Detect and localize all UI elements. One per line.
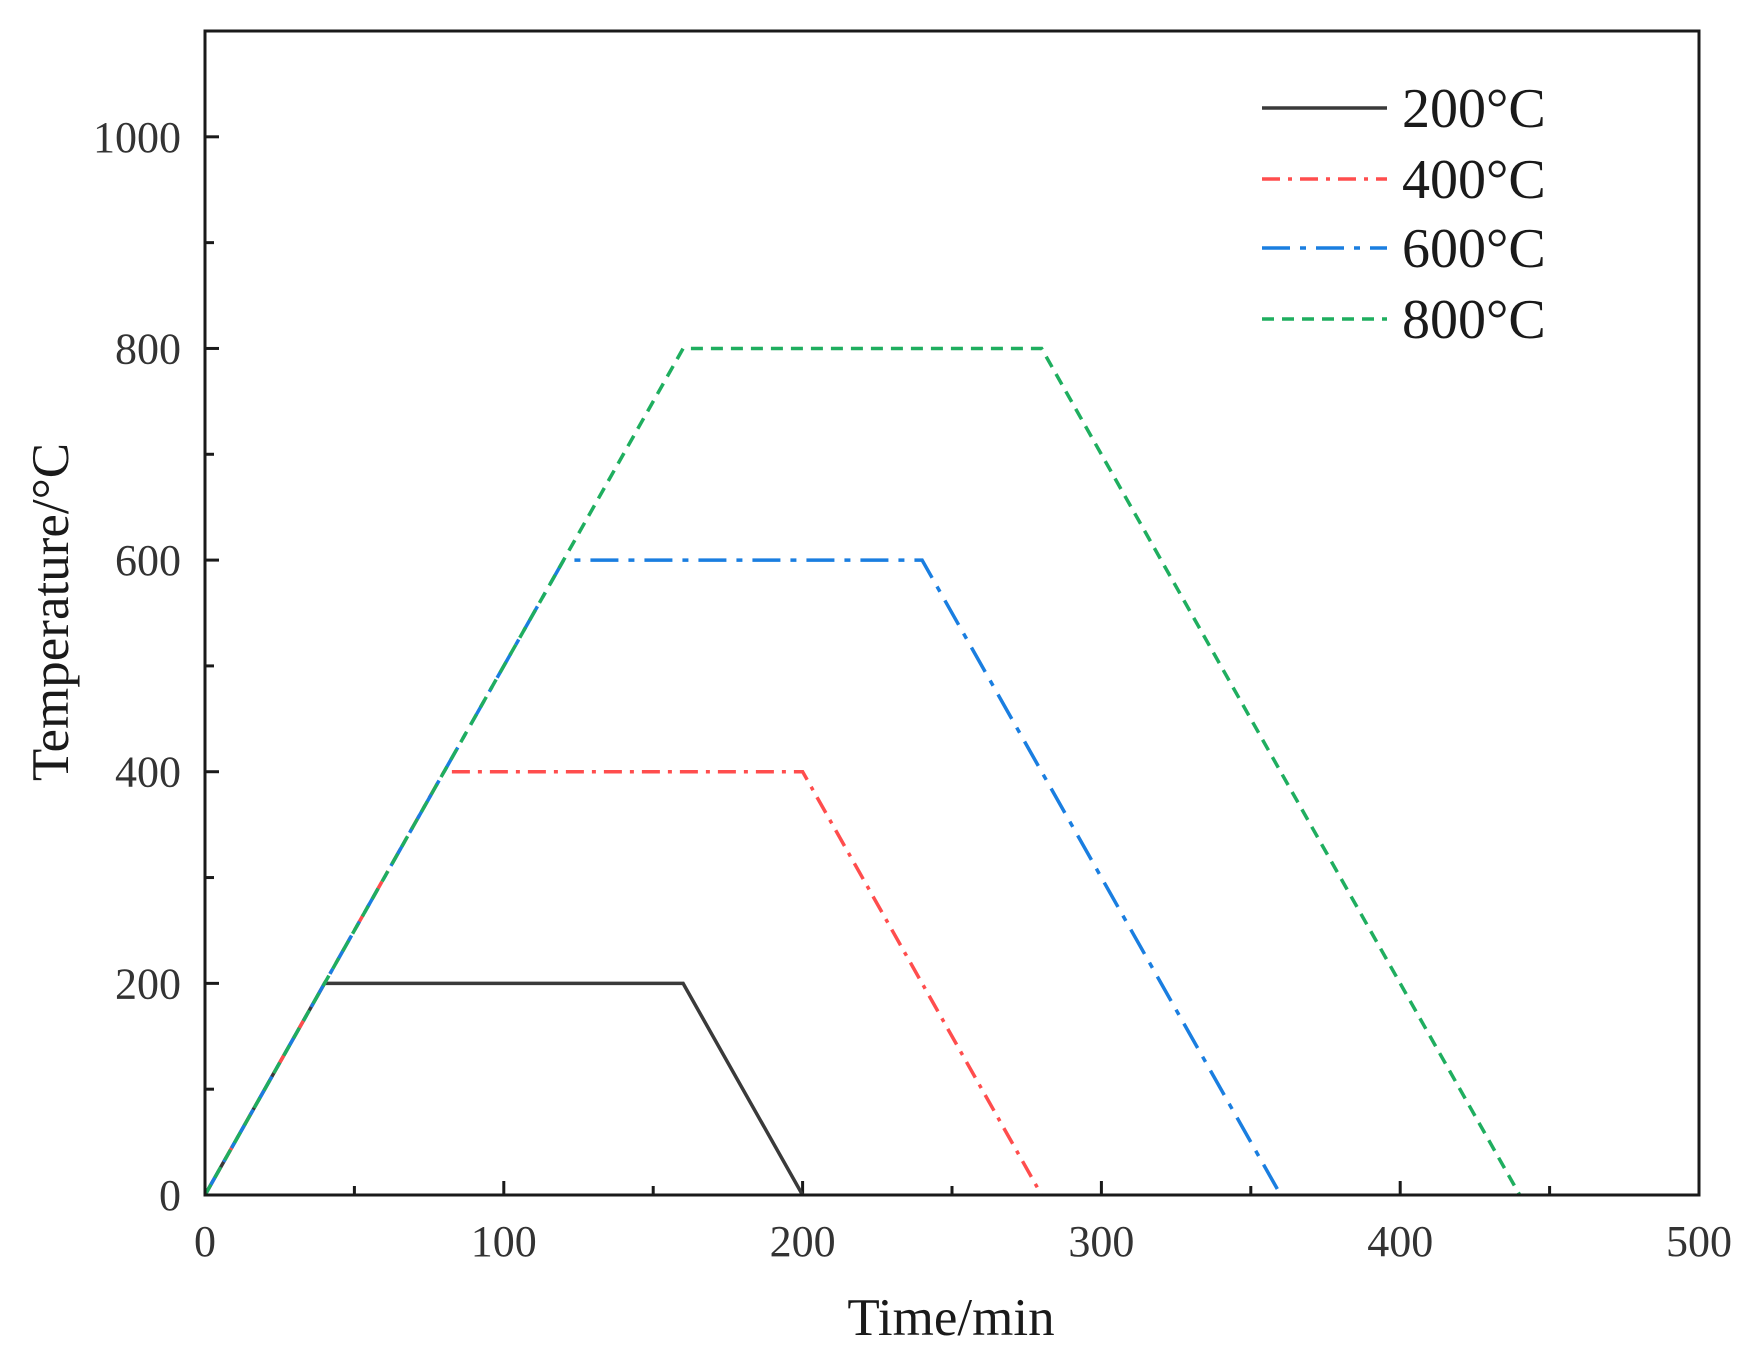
legend-label-400c: 400°C (1402, 149, 1546, 211)
series-line-600c (203, 558, 1283, 1196)
x-axis-title: Time/min (847, 1289, 1054, 1347)
y-axis-title: Temperature/°C (22, 443, 80, 781)
y-tick-label-800: 800 (115, 324, 181, 373)
y-tick-label-600: 600 (115, 536, 181, 585)
x-tick-label-500: 500 (1666, 1217, 1732, 1266)
legend-entry-800c: 800°C (1262, 289, 1546, 351)
axis-tick-labels: 0 100 200 300 400 500 0 200 400 600 800 1000 (93, 113, 1732, 1266)
y-tick-label-1000: 1000 (93, 113, 181, 162)
y-tick-label-0: 0 (159, 1171, 181, 1220)
legend-label-600c: 600°C (1402, 218, 1546, 280)
legend-entry-600c: 600°C (1262, 218, 1546, 280)
y-tick-label-200: 200 (115, 959, 181, 1008)
plot-frame (203, 29, 1701, 1197)
x-tick-label-400: 400 (1367, 1217, 1433, 1266)
legend-entry-400c: 400°C (1262, 149, 1546, 211)
legend-entry-200c: 200°C (1262, 78, 1546, 140)
x-tick-label-300: 300 (1068, 1217, 1134, 1266)
x-tick-label-0: 0 (194, 1217, 216, 1266)
y-tick-label-400: 400 (115, 748, 181, 797)
legend-label-800c: 800°C (1402, 289, 1546, 351)
legend: 200°C 400°C 600°C 800°C (1262, 78, 1546, 351)
x-tick-label-100: 100 (471, 1217, 537, 1266)
series-line-200c (203, 981, 805, 1196)
series-lines (203, 346, 1522, 1196)
legend-label-200c: 200°C (1402, 78, 1546, 140)
series-line-800c (203, 346, 1522, 1196)
x-tick-label-200: 200 (770, 1217, 836, 1266)
